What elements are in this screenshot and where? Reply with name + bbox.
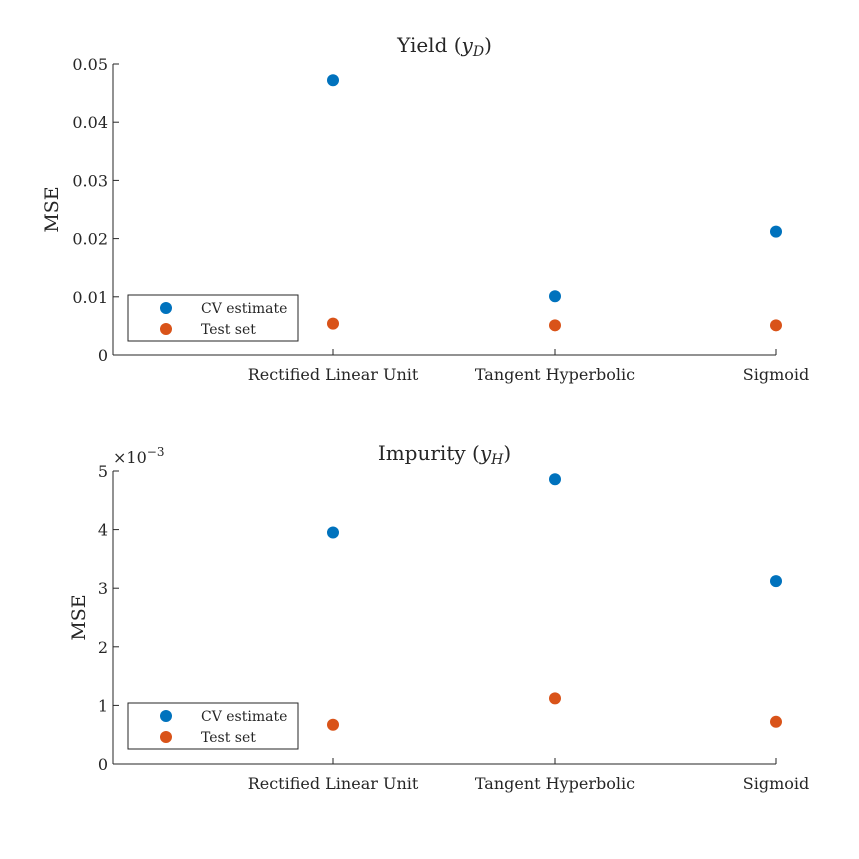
chart-title-paren-close: ) [503, 441, 511, 465]
chart-title-paren-open: ( [472, 441, 480, 465]
legend-box [127, 702, 299, 750]
chart-title-paren-close: ) [484, 33, 492, 57]
y-tick-label: 0 [98, 755, 108, 774]
legend-box [127, 294, 299, 342]
x-tick-label: Sigmoid [743, 365, 809, 384]
chart-title-text: Impurity [378, 441, 472, 465]
chart-panel-2: 0 1 2 3 4 5 Rectified Linear Unit Tangent Hyper… [68, 441, 809, 793]
legend-marker [160, 731, 172, 743]
x-tick-label: Sigmoid [743, 774, 809, 793]
legend-marker [160, 710, 172, 722]
legend-marker [160, 302, 172, 314]
data-point-test-set [549, 319, 561, 332]
chart-title-text: Yield [396, 33, 454, 57]
chart-title-subscript: H [490, 452, 504, 468]
y-tick-label: 0.02 [72, 230, 108, 249]
data-point-test-set [770, 319, 782, 332]
chart-title-symbol: y [461, 33, 474, 57]
legend-label: Test set [201, 322, 256, 338]
legend: CV estimate Test set [127, 702, 299, 750]
y-exponent-label: ×10−3 [113, 445, 164, 467]
data-point-cv-estimate [770, 225, 782, 238]
y-tick-label: 4 [98, 521, 108, 540]
data-point-cv-estimate [327, 74, 339, 87]
y-axis-label: MSE [68, 594, 90, 640]
chart-title-subscript: D [472, 44, 484, 60]
legend: CV estimate Test set [127, 294, 299, 342]
y-tick-label: 5 [98, 462, 108, 481]
plots: 0 0.01 0.02 0.03 0.04 0.05 Rectified Linear Un… [41, 33, 809, 793]
data-point-cv-estimate [549, 290, 561, 303]
y-exponent-base: ×10 [113, 448, 147, 467]
chart-panel-1: 0 0.01 0.02 0.03 0.04 0.05 Rectified Linear Un… [41, 33, 809, 384]
legend-label: CV estimate [201, 709, 287, 725]
y-tick-label: 1 [98, 696, 108, 715]
data-point-cv-estimate [549, 473, 561, 486]
x-tick-label: Tangent Hyperbolic [475, 365, 635, 384]
data-point-test-set [327, 718, 339, 731]
chart-title: Impurity (yH) [378, 441, 511, 468]
y-tick-label: 0.03 [72, 171, 108, 190]
legend-marker [160, 323, 172, 335]
data-point-test-set [770, 715, 782, 728]
data-point-cv-estimate [770, 575, 782, 588]
legend-label: CV estimate [201, 301, 287, 317]
y-tick-label: 2 [98, 638, 108, 657]
chart-title: Yield (yD) [396, 33, 492, 60]
y-tick-label: 3 [98, 579, 108, 598]
legend-label: Test set [201, 730, 256, 746]
y-axis-label: MSE [41, 186, 63, 232]
data-point-cv-estimate [327, 526, 339, 539]
y-tick-label: 0.04 [72, 113, 108, 132]
x-tick-label: Rectified Linear Unit [248, 774, 419, 793]
y-tick-label: 0.05 [72, 55, 108, 74]
y-tick-label: 0.01 [72, 288, 108, 307]
x-tick-label: Tangent Hyperbolic [475, 774, 635, 793]
chart-title-paren-open: ( [454, 33, 462, 57]
data-point-test-set [327, 317, 339, 330]
data-point-test-set [549, 692, 561, 705]
y-tick-label: 0 [98, 346, 108, 365]
x-tick-label: Rectified Linear Unit [248, 365, 419, 384]
chart-title-symbol: y [479, 441, 492, 465]
y-exponent-power: −3 [147, 445, 165, 459]
